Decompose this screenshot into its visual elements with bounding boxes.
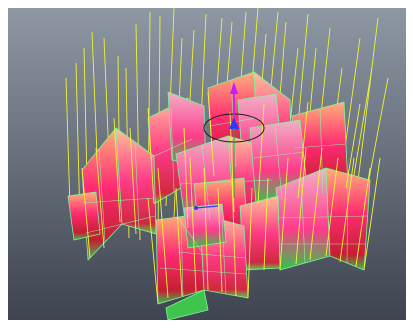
axis-z-cone-icon[interactable] — [229, 117, 239, 129]
3d-viewport[interactable] — [8, 8, 406, 320]
normals-front — [81, 91, 381, 305]
axis-y-arrow-icon[interactable] — [230, 82, 238, 94]
axis-x-handle-icon[interactable] — [194, 206, 198, 210]
viewport-canvas[interactable] — [8, 8, 406, 320]
axis-x-line[interactable] — [195, 205, 219, 209]
transform-gizmo[interactable] — [194, 82, 265, 210]
